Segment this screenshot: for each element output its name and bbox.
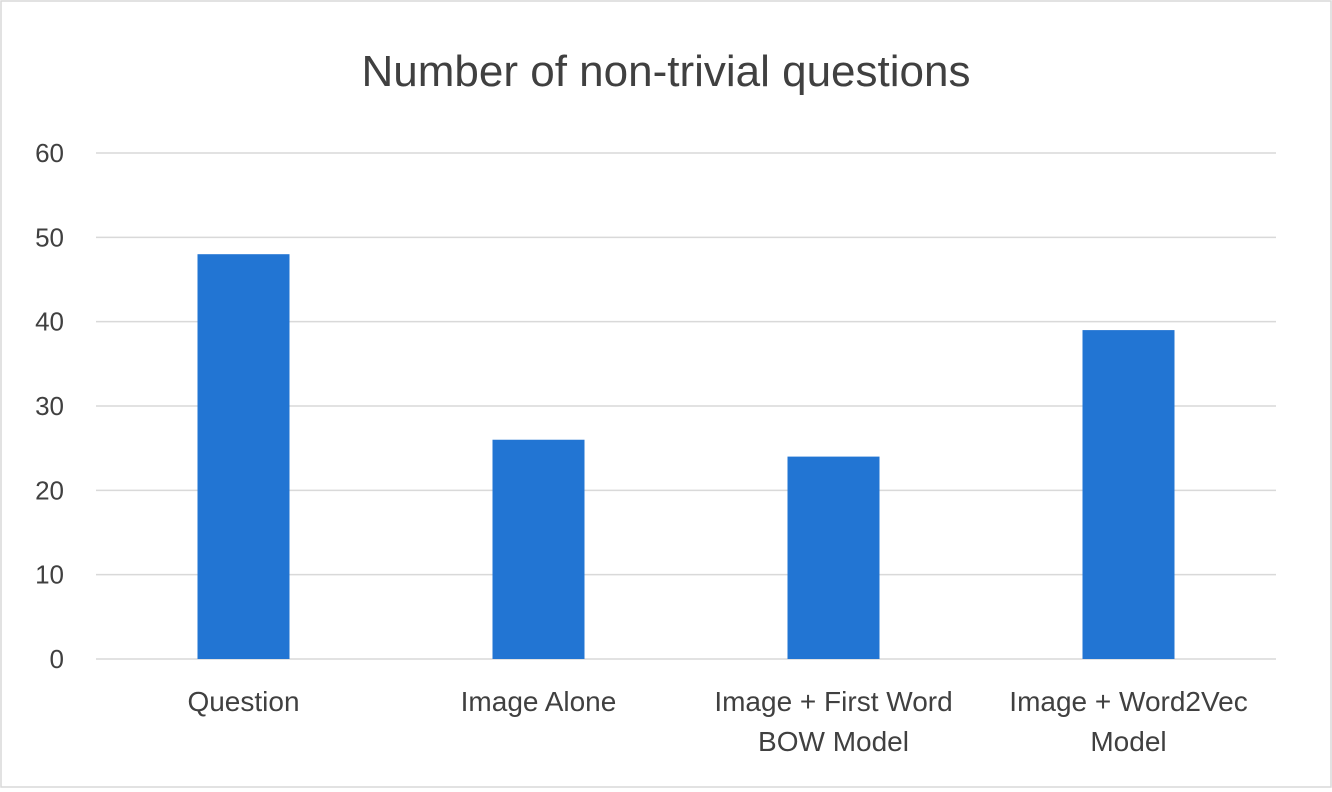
y-axis-tick-labels: 0 10 20 30 40 50 60 xyxy=(35,138,64,674)
gridlines xyxy=(96,152,1276,660)
y-tick-label: 30 xyxy=(35,391,64,421)
x-category-label: Image Alone xyxy=(461,686,617,717)
y-tick-label: 0 xyxy=(50,644,64,674)
x-category-label: BOW Model xyxy=(758,726,909,757)
chart-title: Number of non-trivial questions xyxy=(362,47,971,96)
y-tick-label: 40 xyxy=(35,307,64,337)
y-tick-label: 50 xyxy=(35,222,64,252)
y-tick-label: 10 xyxy=(35,560,64,590)
x-axis-category-labels: Question Image Alone Image + First Word BOW… xyxy=(187,686,1247,757)
bar xyxy=(197,254,290,659)
x-category-label: Question xyxy=(187,686,299,717)
y-tick-label: 60 xyxy=(35,138,64,168)
bars xyxy=(197,254,1175,659)
x-category-label: Image + First Word xyxy=(714,686,952,717)
y-tick-label: 20 xyxy=(35,475,64,505)
bar xyxy=(1082,330,1175,659)
bar xyxy=(787,456,880,659)
x-category-label: Model xyxy=(1090,726,1166,757)
x-category-label: Image + Word2Vec xyxy=(1009,686,1247,717)
bar xyxy=(492,439,585,659)
